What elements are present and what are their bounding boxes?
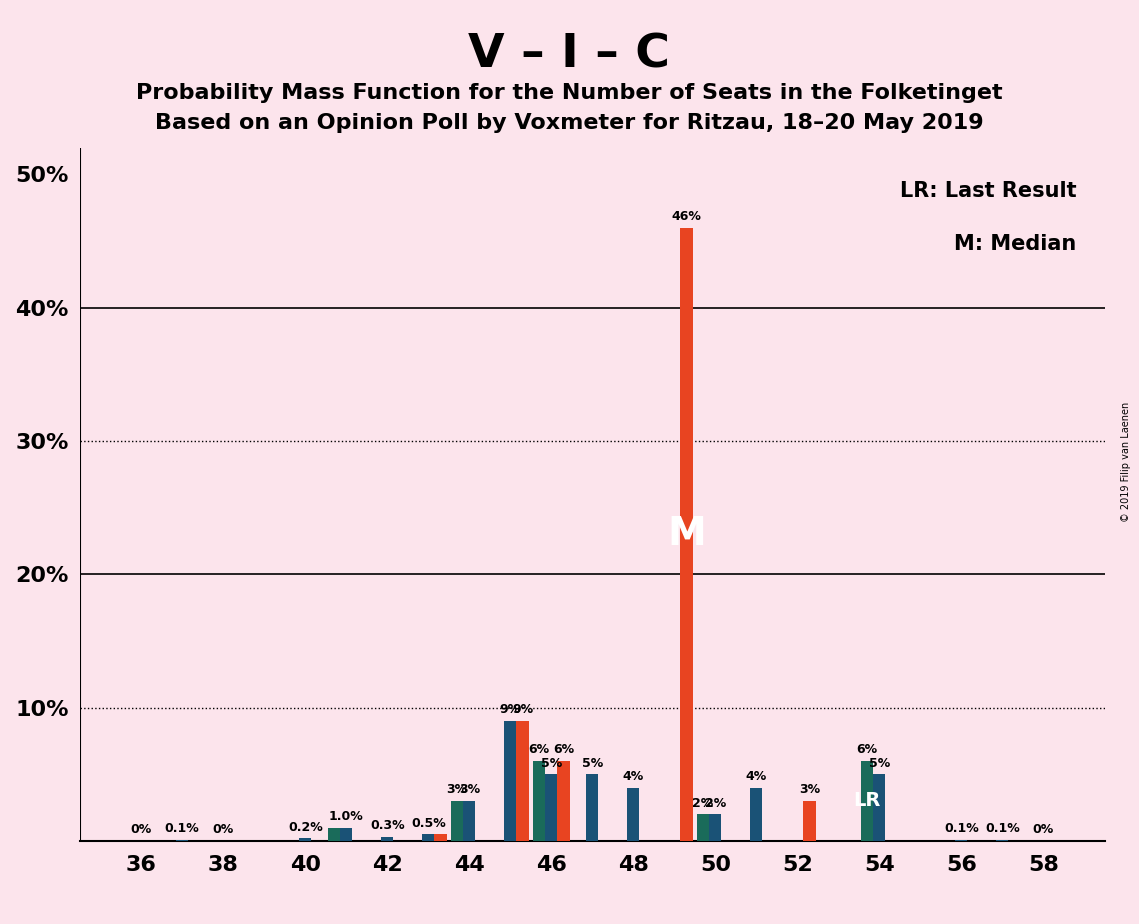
Text: 0.1%: 0.1% xyxy=(944,821,978,835)
Text: 0%: 0% xyxy=(1033,823,1054,836)
Text: 0.2%: 0.2% xyxy=(288,821,322,833)
Bar xyxy=(587,774,598,841)
Bar xyxy=(956,840,967,841)
Bar xyxy=(697,814,710,841)
Text: 5%: 5% xyxy=(541,757,562,770)
Text: 4%: 4% xyxy=(746,770,767,783)
Text: LR: LR xyxy=(853,791,880,810)
Bar xyxy=(328,828,341,841)
Text: 9%: 9% xyxy=(500,703,521,716)
Text: 3%: 3% xyxy=(446,784,467,796)
Text: 6%: 6% xyxy=(857,743,877,756)
Bar xyxy=(751,787,762,841)
Bar xyxy=(505,721,516,841)
Bar xyxy=(341,828,352,841)
Text: 2%: 2% xyxy=(693,796,714,809)
Text: 9%: 9% xyxy=(513,703,533,716)
Bar xyxy=(533,760,546,841)
Text: 6%: 6% xyxy=(528,743,549,756)
Bar xyxy=(997,840,1008,841)
Bar xyxy=(710,814,721,841)
Text: 6%: 6% xyxy=(554,743,574,756)
Bar xyxy=(680,228,693,841)
Bar xyxy=(382,837,393,841)
Text: 3%: 3% xyxy=(459,784,480,796)
Bar xyxy=(464,801,475,841)
Text: 5%: 5% xyxy=(582,757,603,770)
Text: M: Median: M: Median xyxy=(953,235,1076,254)
Text: 3%: 3% xyxy=(800,784,820,796)
Text: LR: Last Result: LR: Last Result xyxy=(900,181,1076,201)
Bar xyxy=(546,774,557,841)
Bar xyxy=(434,834,446,841)
Text: 1.0%: 1.0% xyxy=(329,809,363,823)
Bar xyxy=(874,774,885,841)
Bar xyxy=(177,840,188,841)
Text: 5%: 5% xyxy=(869,757,890,770)
Text: 4%: 4% xyxy=(623,770,644,783)
Bar xyxy=(861,760,874,841)
Text: 0.3%: 0.3% xyxy=(370,820,404,833)
Text: 0.5%: 0.5% xyxy=(411,817,445,830)
Text: Probability Mass Function for the Number of Seats in the Folketinget: Probability Mass Function for the Number… xyxy=(137,83,1002,103)
Bar xyxy=(628,787,639,841)
Text: Based on an Opinion Poll by Voxmeter for Ritzau, 18–20 May 2019: Based on an Opinion Poll by Voxmeter for… xyxy=(155,113,984,133)
Text: 2%: 2% xyxy=(705,796,726,809)
Text: 0%: 0% xyxy=(131,823,151,836)
Bar xyxy=(300,838,311,841)
Bar xyxy=(803,801,816,841)
Text: © 2019 Filip van Laenen: © 2019 Filip van Laenen xyxy=(1121,402,1131,522)
Text: M: M xyxy=(667,516,706,553)
Bar xyxy=(516,721,528,841)
Bar xyxy=(451,801,464,841)
Bar xyxy=(557,760,570,841)
Text: 46%: 46% xyxy=(672,210,702,223)
Text: 0.1%: 0.1% xyxy=(985,821,1019,835)
Bar xyxy=(423,834,434,841)
Text: 0.1%: 0.1% xyxy=(165,821,199,835)
Text: V – I – C: V – I – C xyxy=(468,32,671,78)
Text: 0%: 0% xyxy=(213,823,233,836)
